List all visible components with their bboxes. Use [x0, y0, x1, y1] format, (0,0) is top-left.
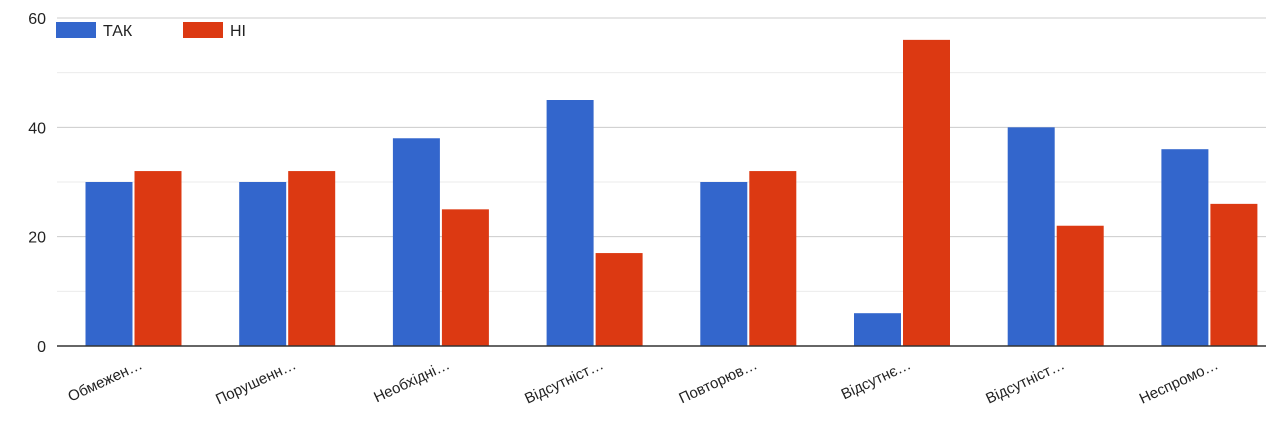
legend-label-ni: НІ — [230, 23, 246, 40]
y-tick-label: 60 — [28, 11, 46, 28]
bar-ni-3 — [441, 209, 489, 346]
bar-ni-4 — [595, 253, 643, 346]
x-category-label: Порушенн… — [213, 356, 299, 408]
bar-ni-8 — [1210, 203, 1258, 346]
legend-swatch-ni — [183, 22, 223, 38]
bar-tak-8 — [1161, 149, 1209, 346]
y-tick-label: 20 — [28, 230, 46, 247]
bar-ni-6 — [903, 39, 950, 346]
y-tick-label: 0 — [37, 339, 46, 356]
x-category-label: Неспромо… — [1137, 356, 1221, 407]
bar-ni-7 — [1056, 225, 1104, 346]
x-category-label: Необхідні… — [371, 356, 452, 406]
bar-ni-5 — [749, 171, 797, 346]
bar-tak-1 — [85, 182, 133, 346]
legend: ТАК НІ — [56, 22, 246, 40]
y-tick-label: 40 — [28, 120, 46, 137]
legend-label-tak: ТАК — [103, 23, 133, 40]
x-category-label: Обмежен… — [65, 356, 145, 405]
bar-tak-4 — [546, 100, 594, 346]
x-category-label: Відсутнє… — [839, 356, 914, 403]
bar-tak-7 — [1007, 127, 1055, 346]
x-category-label: Повторюв… — [676, 356, 760, 407]
bars — [85, 39, 1258, 346]
bar-tak-5 — [700, 182, 748, 346]
bar-ni-2 — [288, 171, 336, 346]
x-axis: Обмежен… Порушенн… Необхідні… Відсутніст… По… — [65, 356, 1221, 408]
bar-tak-2 — [239, 182, 287, 346]
bar-ni-1 — [134, 171, 182, 346]
x-category-label: Відсутніст… — [522, 356, 606, 407]
bar-tak-6 — [854, 313, 901, 346]
legend-swatch-tak — [56, 22, 96, 38]
x-category-label: Відсутніст… — [983, 356, 1067, 407]
y-axis: 0 20 40 60 — [28, 11, 46, 356]
bar-tak-3 — [392, 138, 440, 346]
